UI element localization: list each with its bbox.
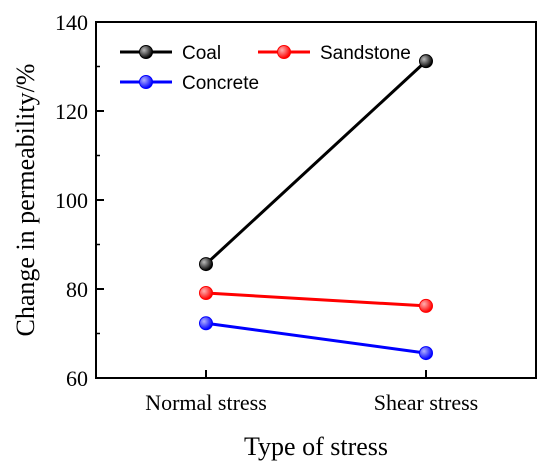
data-point-sandstone [419, 298, 433, 313]
data-point-sandstone [199, 286, 213, 301]
data-point-concrete [419, 346, 433, 361]
x-axis: Normal stress Shear stress [145, 370, 478, 415]
legend-label-concrete: Concrete [182, 73, 259, 94]
series-line-sandstone [205, 291, 427, 308]
legend-label-sandstone: Sandstone [320, 43, 411, 64]
y-tick-label: 140 [55, 10, 88, 35]
x-axis-label: Type of stress [244, 432, 388, 461]
series-line-concrete [205, 321, 427, 355]
legend-marker-concrete [139, 75, 153, 89]
legend-marker-coal [139, 45, 153, 59]
legend-marker-sandstone [277, 45, 291, 59]
x-tick-label: Normal stress [145, 390, 267, 415]
plot-frame [95, 21, 537, 379]
y-axis: 60 80 100 120 140 [55, 10, 104, 391]
x-tick-label: Shear stress [374, 390, 478, 415]
legend-label-coal: Coal [182, 43, 221, 64]
data-point-concrete [199, 316, 213, 331]
y-axis-label: Change in permeability/% [11, 64, 40, 337]
data-point-coal [199, 257, 213, 272]
data-point-coal [419, 54, 433, 69]
y-tick-label: 120 [55, 99, 88, 124]
series-line-coal [204, 60, 428, 266]
series-layer [199, 54, 433, 361]
y-tick-label: 100 [55, 188, 88, 213]
y-tick-label: 60 [66, 366, 88, 391]
y-tick-label: 80 [66, 277, 88, 302]
legend: Coal Sandstone Concrete [120, 43, 411, 94]
